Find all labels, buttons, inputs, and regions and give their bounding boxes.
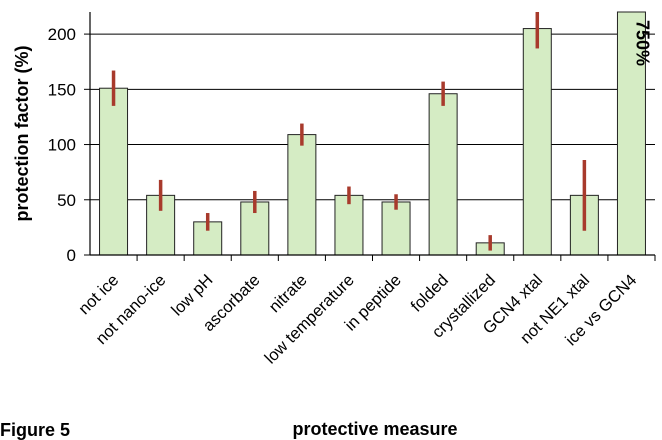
y-tick-label: 150: [48, 80, 76, 99]
bar-annotation: 750%: [632, 20, 652, 66]
y-axis-title: protection factor (%): [12, 45, 32, 221]
bar: [428, 93, 458, 256]
bar: [381, 201, 411, 256]
bar: [334, 194, 364, 256]
x-tick-label: folded: [407, 271, 452, 316]
y-tick-label: 50: [57, 191, 76, 210]
y-tick-label: 0: [67, 246, 76, 265]
y-tick-label: 200: [48, 25, 76, 44]
error-bars: [111, 12, 587, 251]
y-tick-labels: 0 50 100 150 200: [48, 25, 76, 265]
bar: [522, 28, 552, 256]
bar: [616, 11, 646, 256]
y-tick-label: 100: [48, 136, 76, 155]
bar: [287, 134, 317, 256]
gridlines: [84, 33, 656, 261]
bar: [99, 87, 129, 256]
bars: [99, 11, 646, 256]
x-axis-title: protective measure: [292, 419, 457, 439]
annotations: 750%: [632, 20, 652, 66]
x-tick-label: nitrate: [266, 271, 311, 316]
figure-label: Figure 5: [0, 420, 71, 440]
